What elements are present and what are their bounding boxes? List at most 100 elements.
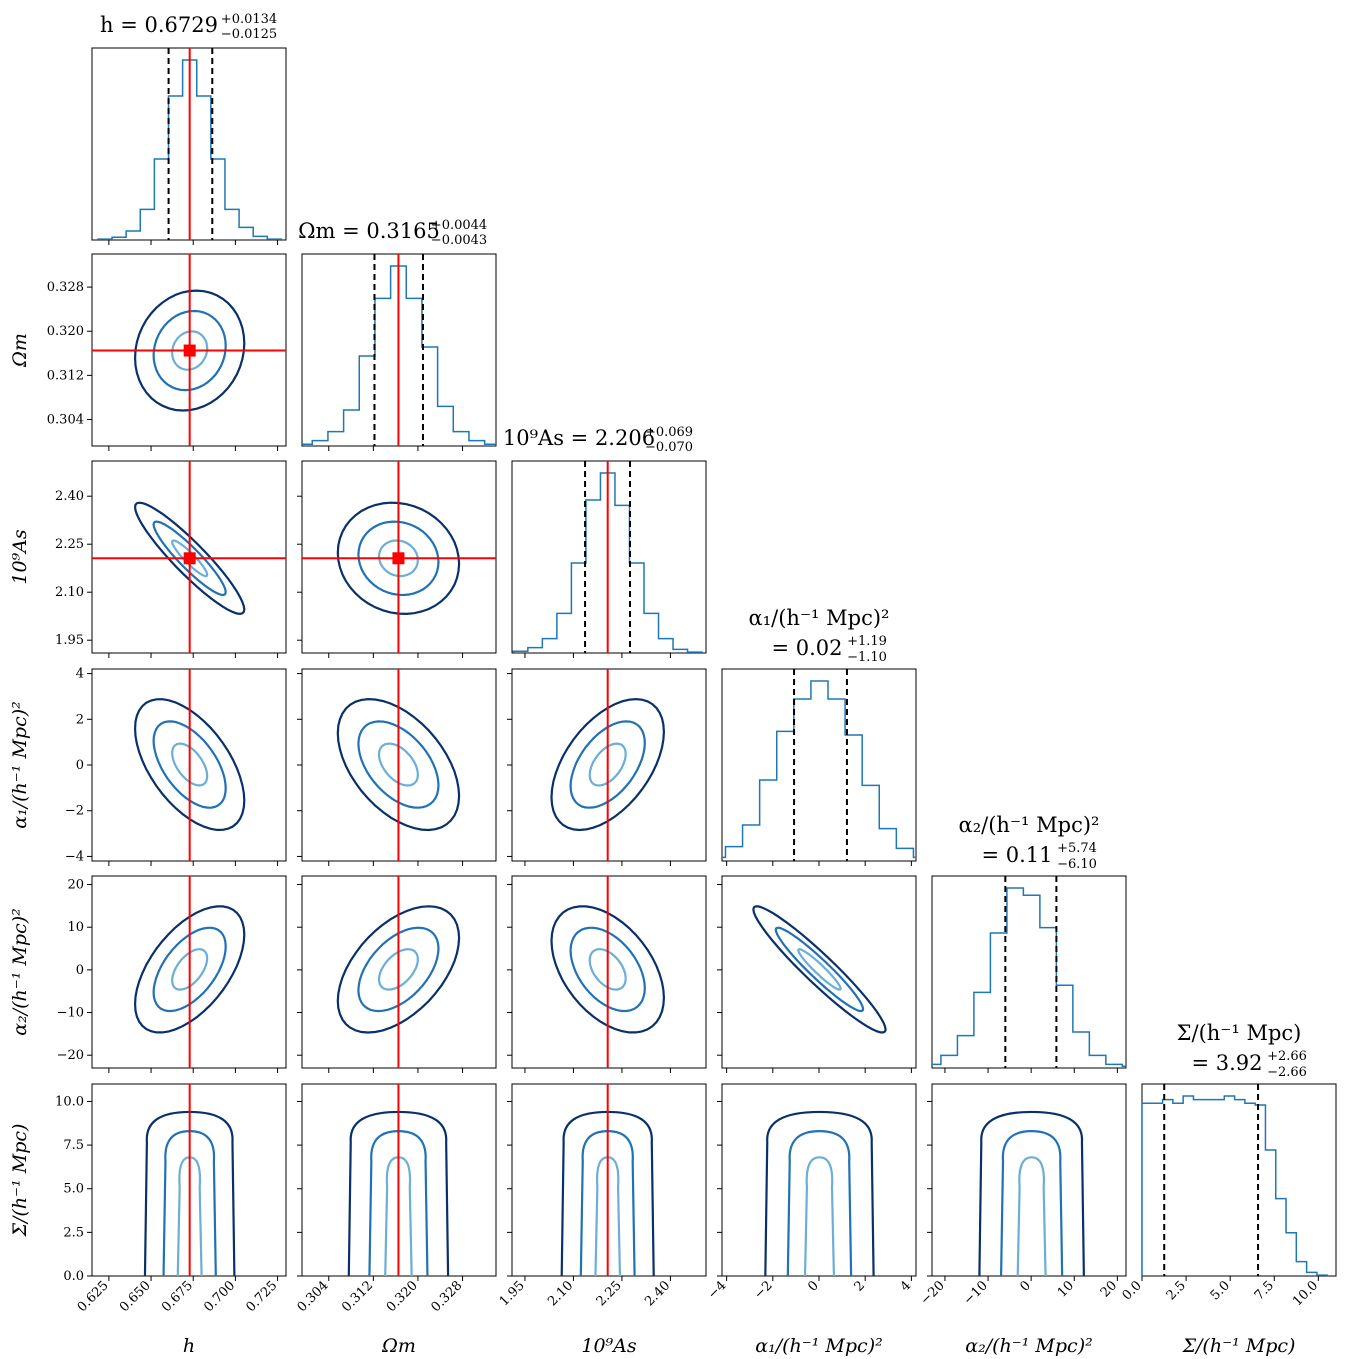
panel-5-5: Σ/(h⁻¹ Mpc) = 3.92 +2.66−2.66 0.0 2.5 5.0 7.5 1… — [1120, 1021, 1337, 1309]
panel-5-0: 0.625 0.650 0.675 0.700 0.7250.02.55.07.510.… — [55, 1083, 287, 1315]
y-tick-label: 2.5 — [63, 1225, 84, 1240]
contour-level-1 — [357, 926, 440, 1013]
contour-level-2 — [336, 501, 461, 616]
panel-content — [752, 905, 887, 1034]
panel-content — [302, 461, 496, 653]
panel-content — [92, 254, 286, 446]
y-tick-label: 0.328 — [47, 280, 84, 295]
x-tick-label: 2.40 — [642, 1278, 673, 1309]
panel-frame — [1141, 1083, 1337, 1277]
x-tick-label: 0.675 — [159, 1278, 196, 1315]
y-tick-label: 1.95 — [55, 633, 84, 648]
y-axis-label-5: Σ/(h⁻¹ Mpc) — [9, 1124, 31, 1238]
panel-title-value: = 3.92 — [1191, 1051, 1262, 1075]
x-axis-label-5: Σ/(h⁻¹ Mpc) — [1182, 1335, 1296, 1357]
contour-level-2 — [336, 697, 461, 832]
panel-title: α₁/(h⁻¹ Mpc)² — [749, 606, 890, 630]
x-axis-label-4: α₂/(h⁻¹ Mpc)² — [965, 1335, 1092, 1357]
contour-level-0 — [803, 1156, 835, 1276]
panel-content — [143, 1084, 236, 1276]
title-plus: +2.66 — [1267, 1049, 1307, 1064]
y-tick-label: 20 — [67, 878, 84, 893]
panel-content — [133, 876, 246, 1068]
title-minus: −2.66 — [1267, 1065, 1307, 1080]
contour-level-1 — [152, 309, 227, 392]
truth-marker — [392, 552, 405, 565]
x-tick-label: −10 — [961, 1278, 991, 1308]
panel-frame — [931, 875, 1127, 1069]
y-tick-label: 4 — [76, 667, 84, 682]
x-tick-label: 2.25 — [594, 1278, 625, 1309]
x-tick-label: 0.328 — [428, 1278, 465, 1315]
panel-3-1 — [297, 668, 497, 866]
contour-level-0 — [377, 948, 419, 991]
panel-content — [722, 669, 916, 861]
x-tick-label: −4 — [705, 1278, 729, 1302]
x-tick-label: 0.304 — [295, 1278, 332, 1315]
panel-frame — [511, 668, 707, 862]
x-axis-label-2: 10⁹As — [581, 1335, 637, 1357]
contour-level-0 — [377, 742, 419, 787]
x-axis-label-0: h — [183, 1335, 195, 1357]
x-tick-label: 20 — [1098, 1278, 1120, 1300]
x-tick-label: 5.0 — [1208, 1278, 1233, 1303]
y-tick-label: 2.10 — [55, 585, 84, 600]
y-tick-label: −20 — [57, 1048, 84, 1063]
panel-content — [550, 669, 666, 861]
panel-content — [97, 48, 283, 240]
panel-title-value: = 0.02 — [771, 636, 842, 660]
truth-marker — [183, 552, 196, 565]
title-minus: −0.0043 — [431, 233, 487, 248]
panel-3-3: α₁/(h⁻¹ Mpc)² = 0.02 +1.19−1.10 — [721, 606, 917, 866]
y-axis-label-4: α₂/(h⁻¹ Mpc)² — [9, 908, 31, 1035]
contour-level-1 — [357, 520, 440, 597]
y-axis-label-2: 10⁹As — [9, 529, 31, 585]
panel-content — [336, 876, 461, 1068]
panel-content — [932, 876, 1126, 1068]
panel-content — [92, 461, 286, 653]
y-axis-label-1: Ωm — [9, 333, 31, 368]
panel-content — [978, 1110, 1085, 1276]
panel-5-4: −20 −10 0 10 20 — [918, 1083, 1127, 1308]
y-tick-label: 10 — [67, 920, 84, 935]
panel-frame — [511, 460, 707, 654]
panel-5-2: 1.95 2.10 2.25 2.40 — [497, 1083, 707, 1309]
y-tick-label: −4 — [65, 849, 84, 864]
truth-marker — [183, 344, 196, 357]
y-tick-label: 2.25 — [55, 537, 84, 552]
panel-frame — [721, 1083, 917, 1277]
contour-level-2 — [133, 698, 246, 832]
panel-2-1 — [297, 460, 497, 658]
contour-level-2 — [336, 905, 461, 1034]
contour-level-1 — [357, 720, 440, 809]
contour-level-2 — [752, 905, 887, 1034]
panel-frame — [721, 668, 917, 862]
panel-title: h = 0.6729 — [100, 13, 218, 37]
y-tick-label: 0 — [76, 963, 84, 978]
contour-level-0 — [797, 948, 842, 991]
panel-content — [550, 876, 666, 1068]
x-tick-label: 0.650 — [117, 1278, 154, 1315]
title-minus: −6.10 — [1057, 857, 1097, 872]
contour-level-2 — [133, 289, 246, 412]
title-minus: −0.0125 — [221, 27, 277, 42]
panel-content — [336, 669, 461, 861]
contour-level-0 — [588, 742, 627, 787]
panel-content — [1142, 1084, 1328, 1276]
x-tick-label: 0.700 — [201, 1278, 238, 1315]
histogram-3 — [722, 680, 916, 859]
contour-level-0 — [171, 539, 209, 578]
contour-level-0 — [588, 948, 627, 991]
title-plus: +0.0134 — [221, 12, 277, 27]
panel-4-4: α₂/(h⁻¹ Mpc)² = 0.11 +5.74−6.10 — [931, 813, 1127, 1073]
panel-0-0: h = 0.6729 +0.0134−0.0125 — [91, 12, 287, 245]
panel-frame — [511, 1083, 707, 1277]
title-plus: +5.74 — [1057, 841, 1097, 856]
title-plus: +0.0044 — [431, 218, 487, 233]
x-tick-label: −20 — [918, 1278, 948, 1308]
title-minus: −0.070 — [645, 440, 693, 455]
contour-level-2 — [133, 905, 246, 1034]
y-tick-label: 2.40 — [55, 489, 84, 504]
y-tick-label: 0.0 — [63, 1269, 84, 1284]
panel-4-2 — [507, 875, 707, 1073]
